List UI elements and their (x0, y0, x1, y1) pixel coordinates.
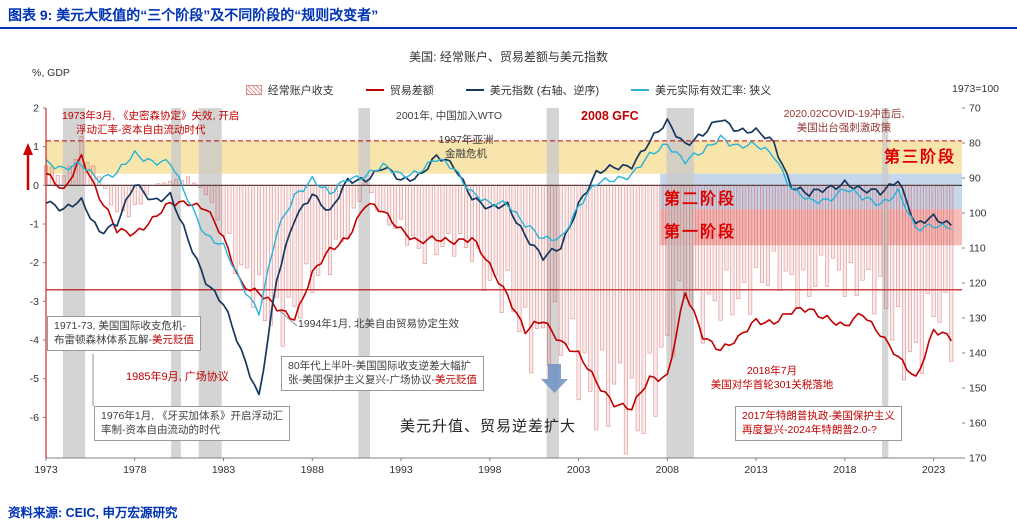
annotation-bretton-line2: 布雷顿森林体系瓦解-美元贬值 (54, 333, 194, 346)
svg-text:-4: -4 (30, 335, 39, 347)
stage-2-label: 第二阶段 (664, 191, 737, 208)
svg-text:2003: 2003 (567, 464, 591, 476)
svg-text:100: 100 (969, 208, 987, 220)
annotation-smithsonian-line2: 浮动汇率-资本自由流动时代 (76, 123, 206, 136)
legend-label-trade-balance: 贸易差额 (389, 85, 434, 97)
annotation-trump-line1: 2017年特朗普执政-美国保护主义 (742, 410, 895, 422)
legend-item-current-account: 经常账户收支 (245, 82, 334, 98)
svg-text:150: 150 (969, 383, 987, 395)
annotation-eighties-line2: 张-美国保护主义复兴-广场协议-美元贬值 (288, 373, 477, 386)
annotation-bretton-woods: 1971-73, 美国国际收支危机- 布雷顿森林体系瓦解-美元贬值 (47, 316, 201, 351)
legend-item-trade-balance: 贸易差额 (365, 82, 434, 98)
legend-label-usd-index: 美元指数 (右轴、逆序) (489, 85, 600, 97)
stage-1-label: 第一阶段 (664, 224, 737, 241)
svg-text:1993: 1993 (389, 464, 413, 476)
svg-text:2013: 2013 (744, 464, 768, 476)
legend-label-reer: 美元实际有效汇率: 狭义 (655, 85, 772, 97)
annotation-trump-line2: 再度复兴-2024年特朗普2.0-? (742, 423, 877, 436)
svg-text:1998: 1998 (478, 464, 502, 476)
annotation-eighties-line1: 80年代上半叶-美国国际收支逆差大幅扩 (288, 360, 472, 372)
svg-text:-2: -2 (30, 257, 39, 269)
title-divider (0, 27, 1017, 29)
svg-text:120: 120 (969, 278, 987, 290)
chart-title: 美国: 经常账户、贸易差额与美元指数 (409, 50, 608, 64)
svg-text:1978: 1978 (123, 464, 147, 476)
page-title: 图表 9: 美元大贬值的“三个阶段”及不同阶段的“规则改变者” (8, 7, 379, 23)
annotation-trump: 2017年特朗普执政-美国保护主义 再度复兴-2024年特朗普2.0-? (735, 406, 902, 441)
svg-text:-3: -3 (30, 296, 39, 308)
annotation-nafta: 1994年1月, 北美自由贸易协定生效 (298, 318, 460, 330)
svg-text:1983: 1983 (212, 464, 236, 476)
annotation-covid: 2020.02COVID-19冲击后, 美国出台强刺激政策 (778, 108, 910, 135)
svg-text:-6: -6 (30, 412, 39, 424)
legend-label-current-account: 经常账户收支 (267, 85, 334, 97)
annotation-bretton-line1: 1971-73, 美国国际收支危机- (54, 320, 186, 332)
svg-text:110: 110 (969, 243, 986, 255)
annotation-tariff-line2: 美国对华首轮301关税落地 (710, 378, 834, 391)
svg-text:70: 70 (969, 103, 981, 115)
svg-text:130: 130 (969, 313, 987, 325)
annotation-eighties-highlight: 美元贬值 (435, 373, 477, 386)
annotation-asia-line2: 金融危机 (445, 147, 487, 160)
annotation-covid-line1: 2020.02COVID-19冲击后, (783, 108, 905, 120)
annotation-usd-appreciation: 美元升值、贸易逆差扩大 (400, 418, 577, 435)
svg-text:-1: -1 (30, 219, 39, 231)
chart-legend: 经常账户收支 贸易差额 美元指数 (右轴、逆序) 美元实际有效汇率: 狭义 (0, 82, 1017, 98)
annotation-bretton-highlight: 美元贬值 (152, 333, 194, 346)
svg-text:170: 170 (969, 453, 987, 465)
current-account-bar-swatch-icon (245, 85, 262, 95)
svg-text:2018: 2018 (833, 464, 857, 476)
annotation-tariff-line1: 2018年7月 (746, 365, 798, 377)
right-axis-unit-label: 1973=100 (951, 83, 999, 95)
annotation-jamaica-line2: 率制-资本自由流动的时代 (101, 423, 220, 436)
source-note: 资料来源: CEIC, 申万宏源研究 (8, 506, 178, 520)
svg-text:2023: 2023 (922, 464, 946, 476)
usd-index-line-swatch-icon (465, 89, 484, 91)
reer-line-swatch-icon (631, 89, 650, 91)
svg-text:2: 2 (33, 103, 39, 115)
annotation-gfc: 2008 GFC (581, 109, 639, 123)
svg-text:-5: -5 (30, 373, 39, 385)
annotation-eighties: 80年代上半叶-美国国际收支逆差大幅扩 张-美国保护主义复兴-广场协议-美元贬值 (281, 356, 484, 391)
left-axis-unit-label: %, GDP (32, 67, 70, 79)
annotation-wto: 2001年, 中国加入WTO (396, 110, 502, 122)
annotation-plaza-accord: 1985年9月, 广场协议 (126, 371, 229, 383)
annotation-smithsonian-line1: 1973年3月, 《史密森协定》失效, 开启 (62, 110, 240, 122)
legend-item-usd-index: 美元指数 (右轴、逆序) (465, 82, 600, 98)
svg-text:1988: 1988 (301, 464, 325, 476)
annotation-jamaica-line1: 1976年1月, 《牙买加体系》开启浮动汇 (101, 410, 284, 422)
svg-text:90: 90 (969, 173, 981, 185)
svg-text:140: 140 (969, 348, 987, 360)
legend-item-reer: 美元实际有效汇率: 狭义 (631, 82, 771, 98)
svg-text:0: 0 (33, 180, 39, 192)
svg-text:2008: 2008 (656, 464, 680, 476)
svg-text:160: 160 (969, 418, 987, 430)
svg-text:1973: 1973 (34, 464, 58, 476)
annotation-smithsonian: 1973年3月, 《史密森协定》失效, 开启 浮动汇率-资本自由流动时代 (62, 110, 239, 137)
svg-text:1: 1 (33, 141, 39, 153)
annotation-asia-crisis: 1997年亚洲 金融危机 (418, 134, 514, 161)
stage-3-label: 第三阶段 (884, 149, 957, 166)
annotation-asia-line1: 1997年亚洲 (438, 134, 494, 146)
svg-text:80: 80 (969, 138, 981, 150)
annotation-covid-line2: 美国出台强刺激政策 (796, 121, 892, 134)
annotation-jamaica: 1976年1月, 《牙买加体系》开启浮动汇 率制-资本自由流动的时代 (94, 406, 291, 441)
trade-balance-line-swatch-icon (365, 89, 384, 91)
annotation-301-tariff: 2018年7月 美国对华首轮301关税落地 (697, 365, 847, 392)
